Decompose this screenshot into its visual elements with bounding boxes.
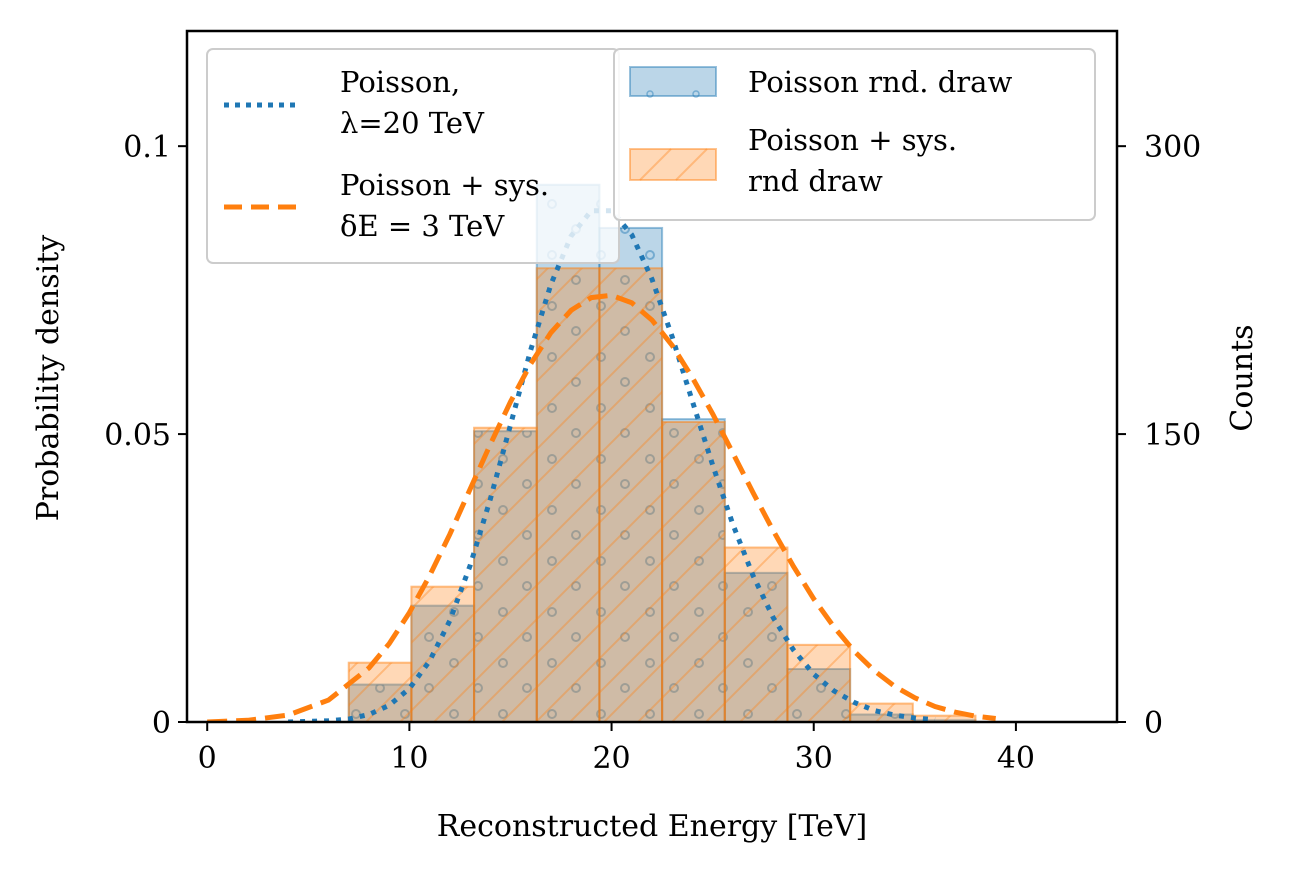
hist-bar-poisson-sys-hatch xyxy=(536,268,600,722)
curve-layer xyxy=(207,208,996,722)
legend-left: Poisson, λ=20 TeV Poisson + sys. δE = 3 … xyxy=(206,48,620,264)
hist-bar-poisson-sys-hatch xyxy=(787,644,851,722)
legend-poisson-draw-label: Poisson rnd. draw xyxy=(748,65,1012,99)
hist-bar-poisson-sys-hatch xyxy=(850,703,913,722)
legend-poisson-sys-line1: Poisson + sys. xyxy=(340,168,549,202)
legend-poisson-line1: Poisson, xyxy=(340,65,460,99)
y-axis-left: 0 0.05 0.1 xyxy=(104,130,187,741)
hist-bar-poisson-sys-hatch xyxy=(662,421,725,722)
legend-poisson-sys-draw-hatch xyxy=(639,148,708,181)
y-axis-right: 0 150 300 xyxy=(1117,130,1201,741)
x-tick-label: 40 xyxy=(997,741,1035,776)
legend-right: Poisson rnd. draw Poisson + sys. rnd dra… xyxy=(613,48,1096,221)
plot-frame xyxy=(185,29,1119,724)
y-tick-label-left: 0.05 xyxy=(104,418,171,453)
legend-poisson-line2: λ=20 TeV xyxy=(340,106,485,140)
x-axis: 0 10 20 30 40 xyxy=(198,722,1035,776)
x-tick-label: 20 xyxy=(592,741,630,776)
hist-bar-poisson-sys-hatch xyxy=(724,547,788,722)
legend-poisson-sys-draw-line2: rnd draw xyxy=(748,164,883,198)
legend-right-box xyxy=(613,48,1096,221)
hist-bar-poisson-sys-hatch xyxy=(599,268,663,722)
hist-bar-poisson-sys-hatch xyxy=(912,715,976,722)
x-tick-label: 10 xyxy=(390,741,428,776)
legend-poisson-sys-draw-line1: Poisson + sys. xyxy=(748,123,957,157)
hist-bar-poisson-sys-hatch xyxy=(474,427,537,722)
histogram-layer xyxy=(347,183,977,722)
y-tick-label-right: 300 xyxy=(1144,130,1201,165)
curve-poisson xyxy=(288,208,936,722)
y-tick-label-left: 0.1 xyxy=(123,130,171,165)
y-tick-label-left: 0 xyxy=(152,706,171,741)
y-tick-label-right: 0 xyxy=(1144,706,1163,741)
x-axis-title: Reconstructed Energy [TeV] xyxy=(437,809,868,844)
y-axis-title-left: Probability density xyxy=(31,235,66,522)
legend-poisson-sys-line2: δE = 3 TeV xyxy=(340,209,505,243)
x-tick-label: 0 xyxy=(198,741,217,776)
x-tick-label: 30 xyxy=(795,741,833,776)
hist-bar-poisson-sys-hatch xyxy=(411,586,475,722)
curve-poisson-sys xyxy=(207,292,996,722)
legend-poisson-sys-draw-swatch xyxy=(629,148,717,181)
legend-poisson-draw-dot xyxy=(646,90,654,98)
y-axis-title-right: Counts xyxy=(1225,324,1260,431)
legend-poisson-draw-dot xyxy=(692,90,700,98)
legend-poisson-draw-swatch xyxy=(629,66,717,97)
y-tick-label-right: 150 xyxy=(1144,418,1201,453)
